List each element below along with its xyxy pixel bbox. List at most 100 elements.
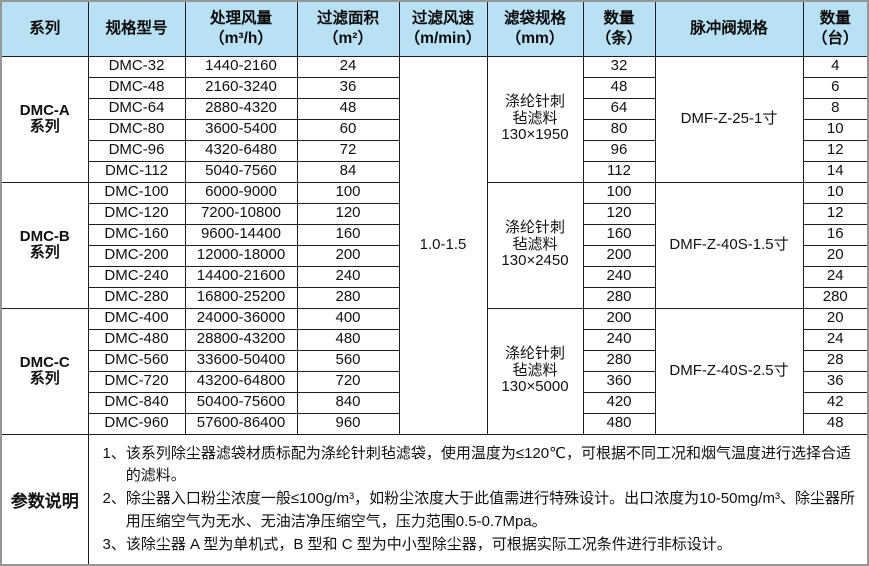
- cell-model: DMC-240: [87, 265, 186, 288]
- note-line-2: 2、除尘器入口粉尘浓度一般≤100g/m³，如粉尘浓度大于此值需进行特殊设计。出…: [102, 490, 855, 530]
- cell-model: DMC-720: [87, 370, 186, 393]
- col-header-series: 系列: [0, 0, 89, 57]
- cell-airflow: 14400-21600: [184, 265, 298, 288]
- cell-area: 280: [296, 286, 400, 309]
- cell-airflow: 6000-9000: [184, 181, 298, 204]
- cell-model: DMC-280: [87, 286, 186, 309]
- cell-bag-qty: 200: [582, 244, 656, 267]
- cell-airflow: 43200-64800: [184, 370, 298, 393]
- cell-bag-qty: 32: [582, 55, 656, 78]
- cell-bag-qty: 64: [582, 97, 656, 120]
- cell-bag-qty: 420: [582, 391, 656, 414]
- cell-bag-qty: 120: [582, 202, 656, 225]
- cell-bag-qty: 280: [582, 286, 656, 309]
- cell-airflow: 3600-5400: [184, 118, 298, 141]
- cell-airflow: 4320-6480: [184, 139, 298, 162]
- cell-area: 400: [296, 307, 400, 330]
- table-row: DMC-560 33600-50400 560 280 28: [1, 349, 869, 372]
- cell-valve-qty: 280: [802, 286, 869, 309]
- note-line-3: 3、该除尘器 A 型为单机式，B 型和 C 型为中小型除尘器，可根据实际工况条件…: [102, 535, 732, 553]
- cell-model: DMC-32: [87, 55, 186, 78]
- cell-area: 200: [296, 244, 400, 267]
- series-label-dmc-c: DMC-C 系列: [0, 307, 89, 435]
- cell-model: DMC-200: [87, 244, 186, 267]
- cell-valve-spec-dmc-b: DMF-Z-40S-1.5寸: [654, 181, 804, 309]
- cell-area: 960: [296, 412, 400, 435]
- table-row: DMC-280 16800-25200 280 280 280: [1, 286, 869, 309]
- cell-area: 48: [296, 97, 400, 120]
- cell-filter-speed: 1.0-1.5: [398, 55, 488, 435]
- cell-model: DMC-840: [87, 391, 186, 414]
- cell-airflow: 1440-2160: [184, 55, 298, 78]
- cell-valve-spec-dmc-c: DMF-Z-40S-2.5寸: [654, 307, 804, 435]
- cell-model: DMC-960: [87, 412, 186, 435]
- notes-label: 参数说明: [0, 433, 89, 566]
- cell-bag-qty: 280: [582, 349, 656, 372]
- cell-bag-qty: 80: [582, 118, 656, 141]
- table-row: DMC-960 57600-86400 960 480 48: [1, 412, 869, 435]
- cell-airflow: 57600-86400: [184, 412, 298, 435]
- table-row: DMC-96 4320-6480 72 96 12: [1, 139, 869, 162]
- cell-valve-qty: 36: [802, 370, 869, 393]
- cell-area: 36: [296, 76, 400, 99]
- cell-area: 560: [296, 349, 400, 372]
- col-header-filter-speed: 过滤风速 （m/min）: [398, 0, 488, 57]
- cell-area: 120: [296, 202, 400, 225]
- cell-model: DMC-560: [87, 349, 186, 372]
- cell-model: DMC-120: [87, 202, 186, 225]
- cell-valve-qty: 6: [802, 76, 869, 99]
- cell-valve-qty: 14: [802, 160, 869, 183]
- cell-bag-spec-dmc-b: 涤纶针刺 毡滤料 130×2450: [486, 181, 584, 309]
- cell-airflow: 33600-50400: [184, 349, 298, 372]
- cell-airflow: 9600-14400: [184, 223, 298, 246]
- cell-bag-qty: 240: [582, 265, 656, 288]
- cell-bag-qty: 360: [582, 370, 656, 393]
- cell-area: 840: [296, 391, 400, 414]
- table-row: DMC-112 5040-7560 84 112 14: [1, 160, 869, 183]
- cell-area: 84: [296, 160, 400, 183]
- cell-area: 480: [296, 328, 400, 351]
- col-header-bag-qty: 数量 （条）: [582, 0, 656, 57]
- cell-bag-qty: 96: [582, 139, 656, 162]
- table-row: DMC-480 28800-43200 480 240 24: [1, 328, 869, 351]
- cell-area: 720: [296, 370, 400, 393]
- cell-bag-qty: 200: [582, 307, 656, 330]
- cell-bag-spec-dmc-a: 涤纶针刺 毡滤料 130×1950: [486, 55, 584, 183]
- cell-bag-qty: 100: [582, 181, 656, 204]
- cell-valve-qty: 24: [802, 328, 869, 351]
- cell-area: 240: [296, 265, 400, 288]
- cell-bag-qty: 160: [582, 223, 656, 246]
- cell-valve-qty: 8: [802, 97, 869, 120]
- table-row: DMC-240 14400-21600 240 240 24: [1, 265, 869, 288]
- table-row: DMC-200 12000-18000 200 200 20: [1, 244, 869, 267]
- table-row: DMC-B 系列 DMC-100 6000-9000 100 涤纶针刺 毡滤料 …: [0, 181, 869, 309]
- notes-content: 1、该系列除尘器滤袋材质标配为涤纶针刺毡滤袋，使用温度为≤120℃，可根据不同工…: [87, 433, 869, 566]
- cell-area: 100: [296, 181, 400, 204]
- cell-valve-qty: 10: [802, 181, 869, 204]
- cell-valve-spec-dmc-a: DMF-Z-25-1寸: [654, 55, 804, 183]
- col-header-bag-spec: 滤袋规格 （mm）: [486, 0, 584, 57]
- cell-area: 60: [296, 118, 400, 141]
- cell-area: 24: [296, 55, 400, 78]
- cell-airflow: 2160-3240: [184, 76, 298, 99]
- col-header-airflow: 处理风量 （m³/h）: [184, 0, 298, 57]
- note-line-1: 1、该系列除尘器滤袋材质标配为涤纶针刺毡滤袋，使用温度为≤120℃，可根据不同工…: [102, 444, 851, 485]
- cell-model: DMC-112: [87, 160, 186, 183]
- cell-valve-qty: 28: [802, 349, 869, 372]
- cell-bag-qty: 112: [582, 160, 656, 183]
- cell-model: DMC-64: [87, 97, 186, 120]
- cell-airflow: 28800-43200: [184, 328, 298, 351]
- col-header-filter-area: 过滤面积 （m²）: [296, 0, 400, 57]
- cell-valve-qty: 12: [802, 202, 869, 225]
- cell-valve-qty: 20: [802, 244, 869, 267]
- cell-model: DMC-160: [87, 223, 186, 246]
- cell-model: DMC-80: [87, 118, 186, 141]
- notes-row: 参数说明 1、该系列除尘器滤袋材质标配为涤纶针刺毡滤袋，使用温度为≤120℃，可…: [0, 433, 869, 566]
- table-row: DMC-720 43200-64800 720 360 36: [1, 370, 869, 393]
- cell-model: DMC-96: [87, 139, 186, 162]
- cell-model: DMC-480: [87, 328, 186, 351]
- cell-model: DMC-400: [87, 307, 186, 330]
- cell-airflow: 5040-7560: [184, 160, 298, 183]
- cell-model: DMC-48: [87, 76, 186, 99]
